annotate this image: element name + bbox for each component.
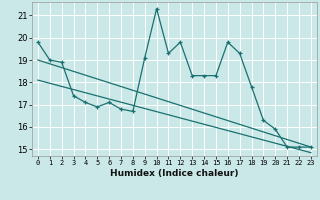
X-axis label: Humidex (Indice chaleur): Humidex (Indice chaleur) — [110, 169, 239, 178]
